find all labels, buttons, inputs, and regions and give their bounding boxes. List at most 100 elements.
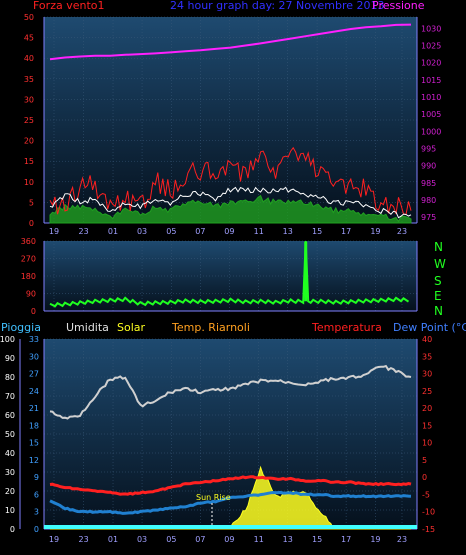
y-tick-rain: 18 [29,421,39,430]
x-tick: 03 [137,535,147,544]
y-tick-rain: 0 [34,525,39,534]
y-tick-temperature: -15 [422,525,435,534]
y-tick-pressure: 1000 [421,127,441,136]
y-tick-temperature: 30 [422,370,432,379]
y-tick-pressure: 985 [421,179,436,188]
y-tick-humidity: 80 [5,373,15,382]
y-tick-rain: 21 [29,404,39,413]
y-tick-wind: 5 [29,198,34,207]
y-tick-rain: 6 [34,490,39,499]
x-tick: 09 [224,535,234,544]
riarnoli-label: Temp. Riarnoli [171,321,250,334]
x-tick: 11 [254,227,264,236]
humidity-label: Umidita [66,321,109,334]
y-tick-rain: 24 [29,387,39,396]
y-tick-pressure: 990 [421,162,436,171]
y-tick-temperature: -5 [422,490,430,499]
y-tick-wind: 0 [29,219,34,228]
x-tick: 11 [254,535,264,544]
x-tick: 17 [341,535,351,544]
y-tick-temperature: 10 [422,439,432,448]
x-tick: 13 [283,535,293,544]
temperature-label: Temperatura [311,321,382,334]
x-tick: 19 [370,227,380,236]
avg-wind-line [49,194,412,224]
compass-north-bottom: N [434,304,443,318]
rain-label: Pioggia [1,321,41,334]
wind-label: Forza vento1 [33,0,105,12]
x-tick: 15 [312,227,322,236]
gust-line [49,186,412,219]
compass-south: S [434,274,442,288]
temperature-line [49,475,412,496]
x-tick: 07 [195,535,205,544]
x-tick: 23 [397,535,407,544]
sunrise-label: Sun Rise [196,493,231,502]
x-tick: 01 [108,535,118,544]
y-tick-pressure: 995 [421,144,436,153]
y-tick-rain: 15 [29,439,39,448]
rain-area [44,525,417,529]
y-tick-direction: 360 [21,237,36,246]
y-tick-rain: 9 [34,473,39,482]
chart-title: 24 hour graph day: 27 Novembre 2013 [170,0,384,12]
y-tick-direction: 180 [21,272,36,281]
wind-line [49,146,412,216]
y-tick-pressure: 1005 [421,110,441,119]
y-tick-temperature: 20 [422,404,432,413]
y-tick-pressure: 1015 [421,76,441,85]
dewpoint-line [49,490,412,515]
y-tick-temperature: 0 [422,473,427,482]
compass-west: W [434,257,446,271]
x-tick: 05 [166,535,176,544]
y-tick-pressure: 1025 [421,41,441,50]
y-tick-humidity: 10 [5,506,15,515]
y-tick-pressure: 1010 [421,93,441,102]
y-tick-temperature: 25 [422,387,432,396]
y-tick-temperature: 40 [422,335,432,344]
y-tick-wind: 10 [24,178,34,187]
x-tick: 17 [341,227,351,236]
humidity-line [49,364,412,420]
y-tick-humidity: 20 [5,487,15,496]
wind-direction-line [49,240,410,308]
x-tick: 23 [397,227,407,236]
y-tick-humidity: 60 [5,411,15,420]
x-tick: 01 [108,227,118,236]
y-tick-pressure: 1030 [421,24,441,33]
y-tick-temperature: 35 [422,352,432,361]
y-tick-humidity: 90 [5,354,15,363]
y-tick-humidity: 40 [5,449,15,458]
y-tick-rain: 27 [29,370,39,379]
x-tick: 19 [370,535,380,544]
y-tick-rain: 12 [29,456,39,465]
y-tick-wind: 35 [24,75,34,84]
x-tick: 09 [224,227,234,236]
pressure-line [49,23,412,61]
y-tick-rain: 30 [29,352,39,361]
x-tick: 07 [195,227,205,236]
y-tick-pressure: 975 [421,213,436,222]
y-tick-temperature: 5 [422,456,427,465]
x-tick: 19 [49,227,59,236]
y-tick-direction: 90 [26,290,36,299]
y-tick-wind: 50 [24,13,34,22]
x-tick: 03 [137,227,147,236]
y-tick-wind: 45 [24,34,34,43]
y-tick-pressure: 1020 [421,59,441,68]
y-tick-wind: 15 [24,157,34,166]
pressure-label: Pressione [372,0,425,12]
x-tick: 05 [166,227,176,236]
solar-label: Solar [117,321,146,334]
y-tick-direction: 270 [21,255,36,264]
y-tick-wind: 25 [24,116,34,125]
y-tick-humidity: 50 [5,430,15,439]
y-tick-humidity: 100 [0,335,15,344]
y-tick-rain: 33 [29,335,39,344]
y-tick-temperature: 15 [422,421,432,430]
y-tick-direction: 0 [31,307,36,316]
y-tick-temperature: -10 [422,508,435,517]
x-tick: 15 [312,535,322,544]
x-tick: 13 [283,227,293,236]
